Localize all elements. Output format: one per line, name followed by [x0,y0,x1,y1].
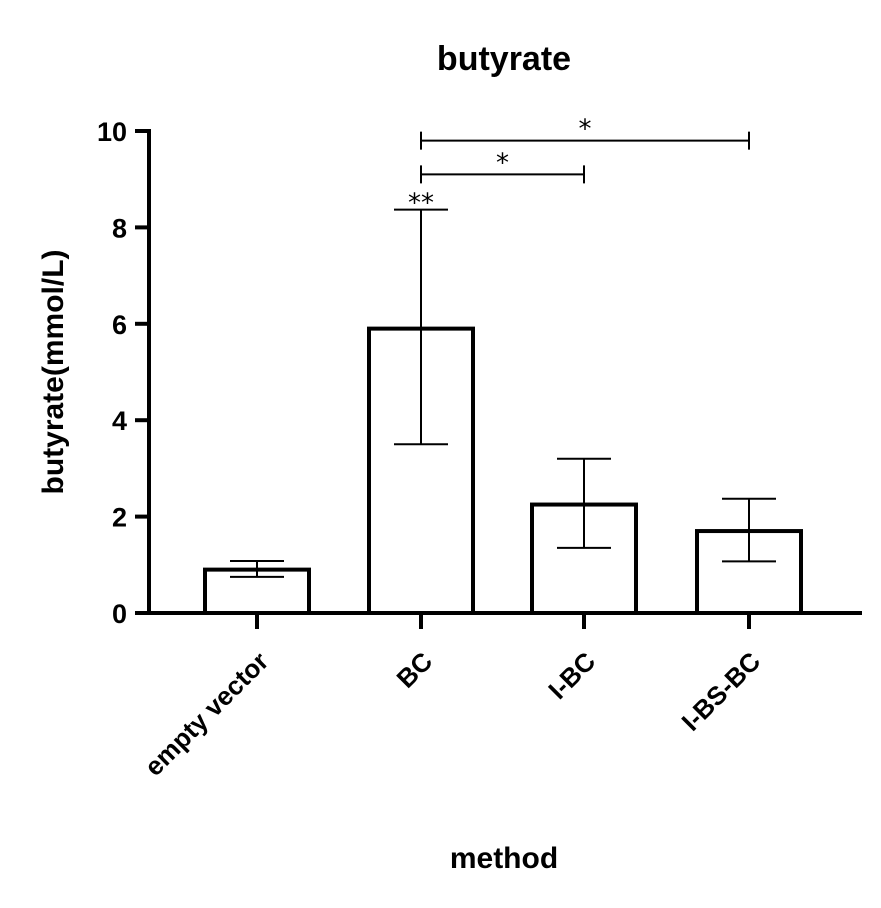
x-axis-label: method [450,842,558,875]
significance-label-1: * [496,148,509,178]
y-tick-label-3: 6 [112,310,127,340]
y-tick-label-2: 4 [112,406,127,436]
significance-label-0: ** [408,189,434,219]
significance-label-2: * [579,115,592,145]
x-tick-label-0: empty vector [139,646,275,782]
x-tick-label-3: I-BS-BC [676,646,767,737]
x-tick-label-1: BC [390,646,438,694]
x-tick-label-2: I-BC [542,646,601,705]
y-tick-label-4: 8 [112,213,127,243]
y-tick-label-5: 10 [97,117,127,147]
y-tick-label-0: 0 [112,599,127,629]
chart-title: butyrate [437,40,571,78]
y-axis-label: butyrate(mmol/L) [37,249,70,494]
y-tick-label-1: 2 [112,503,127,533]
